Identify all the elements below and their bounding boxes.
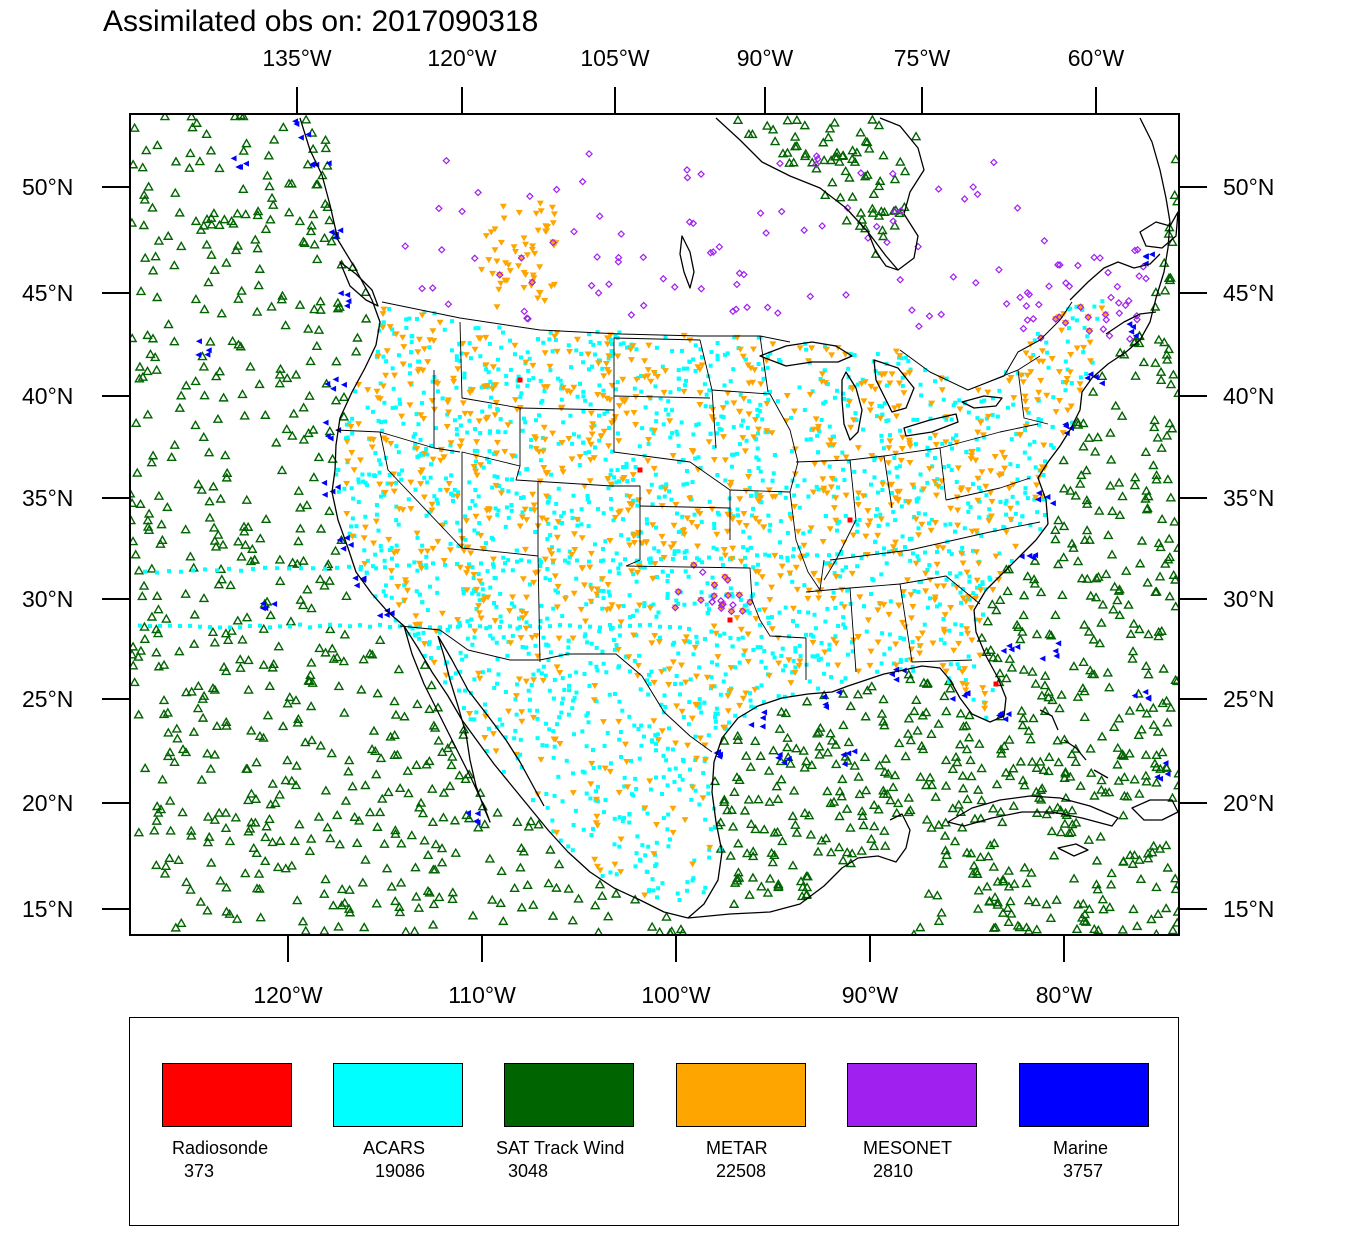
sonora-coastline <box>437 635 545 807</box>
legend-swatch-acars <box>333 1063 463 1127</box>
legend-count-metar: 22508 <box>716 1161 767 1181</box>
legend-label-mesonet: MESONET <box>863 1138 953 1158</box>
left-lat-label: 45°N <box>22 280 74 306</box>
map-frame <box>129 113 1180 936</box>
legend-count-acars: 19086 <box>375 1161 426 1181</box>
lake-michigan <box>841 371 863 441</box>
pacific-coastline <box>299 117 689 919</box>
legend: Radiosonde 373 ACARS 19086 SAT Track Win… <box>129 1017 1179 1226</box>
lake-huron <box>873 359 915 413</box>
observation-map <box>102 87 1207 962</box>
hudson-bay-coastline <box>715 117 925 271</box>
bottom-lon-label: 120°W <box>253 982 323 1008</box>
map-title: Assimilated obs on: 2017090318 <box>103 5 539 38</box>
legend-label-radiosonde: Radiosonde <box>172 1138 269 1158</box>
left-lat-label: 50°N <box>22 174 74 200</box>
legend-swatch-marine <box>1019 1063 1149 1127</box>
legend-item-marine: Marine 3757 <box>1019 1063 1149 1181</box>
left-lat-label: 15°N <box>22 896 74 922</box>
left-lat-label: 40°N <box>22 383 74 409</box>
legend-label-marine: Marine <box>1053 1138 1109 1158</box>
left-lat-label: 20°N <box>22 790 74 816</box>
left-lat-label: 30°N <box>22 586 74 612</box>
legend-count-marine: 3757 <box>1063 1161 1104 1181</box>
us-mexico-border <box>399 625 713 753</box>
top-lon-label: 120°W <box>427 45 497 71</box>
left-lat-label: 35°N <box>22 485 74 511</box>
right-lat-label: 45°N <box>1223 280 1275 306</box>
hispaniola-outline <box>1131 799 1179 821</box>
us-canada-border <box>381 301 1073 391</box>
right-lat-label: 50°N <box>1223 174 1275 200</box>
top-lon-label: 75°W <box>893 45 951 71</box>
legend-count-radiosonde: 373 <box>184 1161 215 1181</box>
legend-item-acars: ACARS 19086 <box>333 1063 463 1181</box>
newfoundland-outline <box>1139 211 1179 249</box>
lake-superior <box>759 341 853 367</box>
gulf-coastline <box>687 523 1049 919</box>
observation-points <box>130 114 1179 935</box>
bahamas-outline <box>1039 709 1109 779</box>
legend-swatch-radiosonde <box>162 1063 292 1127</box>
james-bay-coastline <box>867 231 899 271</box>
top-lon-label: 135°W <box>262 45 332 71</box>
top-lon-label: 105°W <box>580 45 650 71</box>
baja-coastline <box>403 625 491 823</box>
axis-ticks <box>102 87 1207 962</box>
state-boundaries <box>335 321 1049 680</box>
legend-item-mesonet: MESONET 2810 <box>847 1063 977 1181</box>
right-lat-label: 25°N <box>1223 686 1275 712</box>
right-lat-label: 20°N <box>1223 790 1275 816</box>
legend-count-sat-track-wind: 3048 <box>508 1161 549 1181</box>
legend-label-sat-track-wind: SAT Track Wind <box>496 1138 625 1158</box>
top-lon-label: 60°W <box>1067 45 1125 71</box>
maritimes-coastline <box>1069 253 1161 335</box>
legend-item-metar: METAR 22508 <box>676 1063 806 1181</box>
bottom-lon-label: 110°W <box>448 982 516 1008</box>
cuba-outline <box>947 795 1119 827</box>
left-lat-label: 25°N <box>22 686 74 712</box>
atlantic-coastline <box>1037 117 1171 525</box>
legend-item-sat-track-wind: SAT Track Wind 3048 <box>496 1063 634 1181</box>
top-lon-label: 90°W <box>736 45 794 71</box>
legend-swatch-mesonet <box>847 1063 977 1127</box>
legend-label-acars: ACARS <box>363 1138 426 1158</box>
yucatan-coastline <box>687 813 911 919</box>
legend-label-metar: METAR <box>706 1138 768 1158</box>
lake-ontario <box>961 395 1003 409</box>
lake-winnipeg <box>679 235 695 289</box>
legend-swatch-sat-track-wind <box>504 1063 634 1127</box>
vancouver-island <box>339 261 379 307</box>
right-lat-label: 15°N <box>1223 896 1275 922</box>
legend-item-radiosonde: Radiosonde 373 <box>162 1063 292 1181</box>
right-lat-label: 40°N <box>1223 383 1275 409</box>
jamaica-outline <box>1057 843 1089 857</box>
bottom-lon-label: 100°W <box>641 982 711 1008</box>
right-lat-label: 35°N <box>1223 485 1275 511</box>
bottom-lon-label: 80°W <box>1035 982 1093 1008</box>
legend-count-mesonet: 2810 <box>873 1161 914 1181</box>
bottom-lon-label: 90°W <box>841 982 899 1008</box>
lake-erie <box>903 413 959 437</box>
legend-swatch-metar <box>676 1063 806 1127</box>
right-lat-label: 30°N <box>1223 586 1275 612</box>
